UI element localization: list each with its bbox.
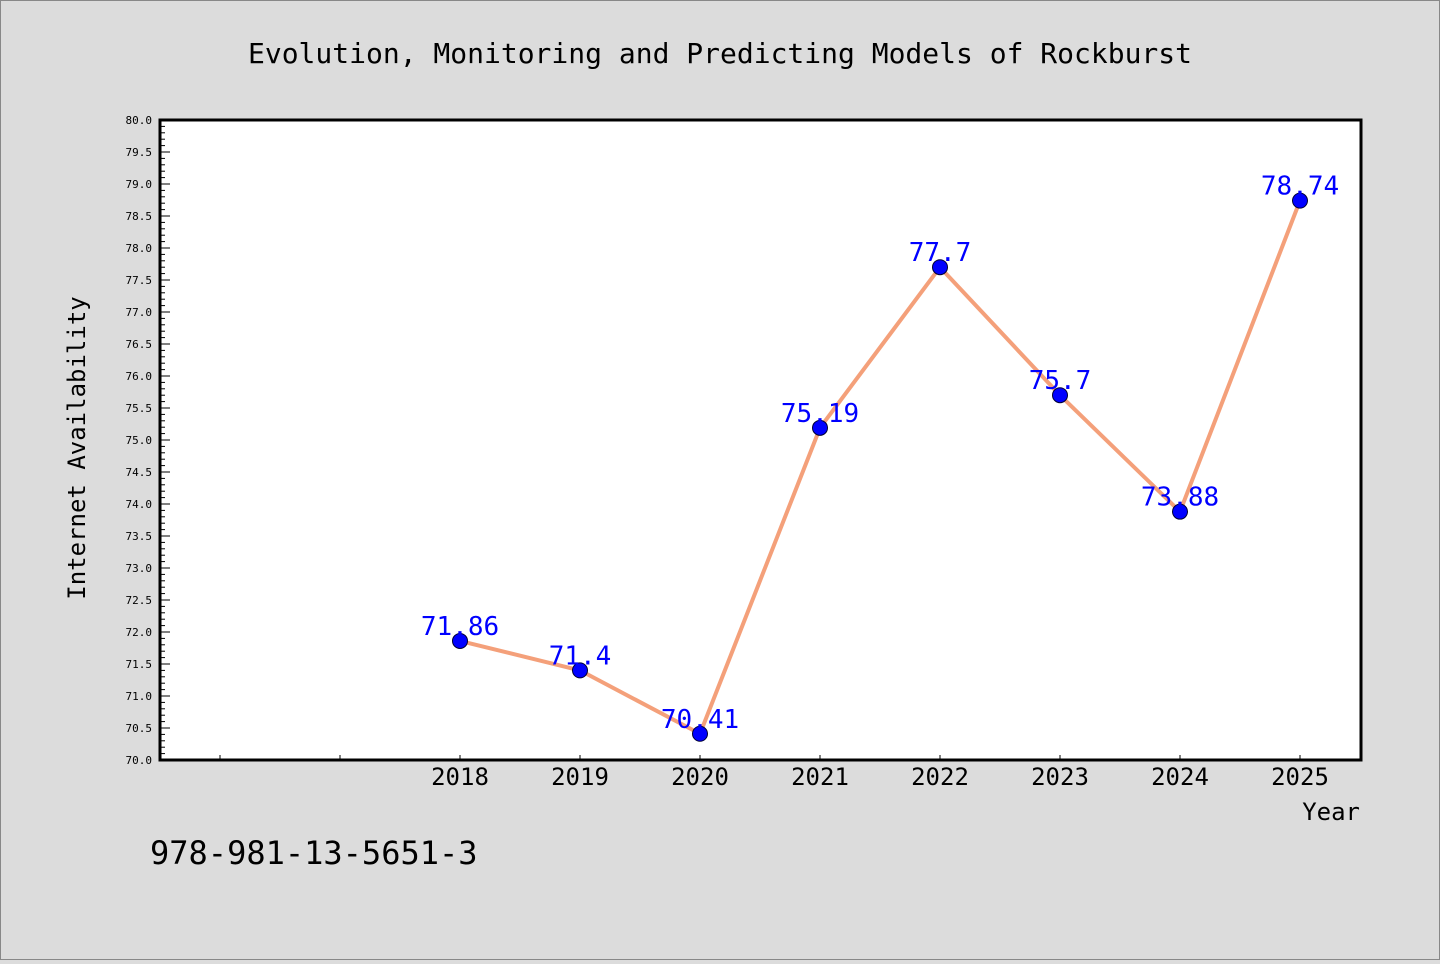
data-point (1292, 192, 1308, 209)
data-point (812, 419, 828, 436)
y-tick-label: 74.5 (126, 466, 153, 479)
data-point (692, 725, 708, 742)
y-tick-label: 73.0 (126, 562, 153, 575)
y-tick-label: 76.5 (126, 338, 153, 351)
data-label: 73.88 (1141, 483, 1219, 513)
y-tick-label: 79.0 (126, 178, 153, 191)
y-tick-label: 80.0 (126, 114, 153, 127)
x-tick-label: 2022 (911, 763, 969, 791)
data-point (932, 259, 948, 276)
data-point (452, 632, 468, 649)
data-label: 75.7 (1029, 366, 1092, 396)
x-tick-label: 2023 (1031, 763, 1089, 791)
footer-text: 978-981-13-5651-3 (150, 834, 478, 872)
x-tick-label: 2020 (671, 763, 729, 791)
y-tick-label: 72.5 (126, 594, 153, 607)
data-point (572, 662, 588, 679)
data-label: 78.74 (1261, 172, 1339, 202)
x-tick-label: 2024 (1151, 763, 1209, 791)
x-tick-label: 2025 (1271, 763, 1329, 791)
y-tick-label: 75.0 (126, 434, 153, 447)
y-tick-label: 76.0 (126, 370, 153, 383)
y-axis-label: Internet Availability (63, 296, 91, 599)
y-tick-label: 74.0 (126, 498, 153, 511)
data-point (1052, 387, 1068, 404)
data-label: 70.41 (661, 705, 739, 735)
series-line (459, 199, 1302, 736)
data-label: 71.4 (549, 641, 612, 671)
y-tick-label: 70.0 (126, 754, 153, 767)
y-tick-label: 75.5 (126, 402, 153, 415)
y-tick-label: 70.5 (126, 722, 153, 735)
data-label: 75.19 (781, 399, 859, 429)
x-tick-label: 2018 (431, 763, 489, 791)
data-label: 71.86 (421, 612, 499, 642)
plot-area (158, 118, 1363, 762)
y-axis: 70.0 70.5 71.0 71.5 72.0 72.5 73.0 73.5 74.0 74.5… (126, 114, 170, 767)
y-tick-label: 78.5 (126, 210, 153, 223)
chart-title: Evolution, Monitoring and Predicting Mod… (248, 37, 1192, 70)
x-tick-label: 2019 (551, 763, 609, 791)
y-tick-label: 78.0 (126, 242, 153, 255)
series-group: 71.86 71.4 70.41 75.19 77.7 75.7 73.88 78.74 (421, 172, 1339, 742)
data-point (1172, 503, 1188, 520)
y-tick-label: 71.0 (126, 690, 153, 703)
x-tick-label: 2021 (791, 763, 849, 791)
y-tick-label: 77.5 (126, 274, 153, 287)
x-axis: 2018 2019 2020 2021 2022 2023 2024 2025 (219, 755, 1329, 791)
data-label: 77.7 (909, 238, 972, 268)
x-axis-label: Year (1302, 798, 1360, 826)
y-tick-label: 72.0 (126, 626, 153, 639)
y-tick-label: 73.5 (126, 530, 153, 543)
y-tick-label: 71.5 (126, 658, 153, 671)
y-tick-label: 79.5 (126, 146, 153, 159)
y-tick-label: 77.0 (126, 306, 153, 319)
